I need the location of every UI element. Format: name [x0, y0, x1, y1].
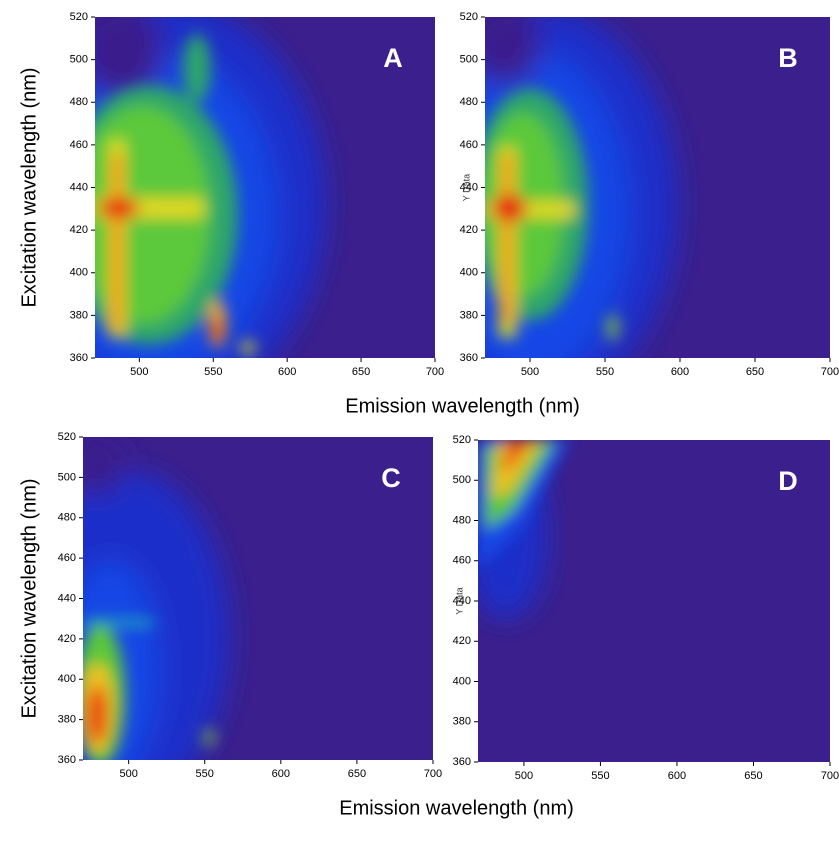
y-tick-label: 400 [453, 675, 471, 687]
y-tick-label: 480 [70, 96, 88, 108]
y-tick-label: 420 [70, 224, 88, 236]
heatmap [95, 17, 435, 358]
x-tick-label: 550 [596, 366, 614, 378]
y-tick-label: 360 [58, 754, 76, 766]
x-tick-label: 650 [352, 366, 370, 378]
x-tick-label: 700 [426, 366, 444, 378]
y-tick-label: 460 [58, 552, 76, 564]
y-tick-label: 380 [460, 309, 478, 321]
panel-label: A [383, 43, 403, 73]
x-axis-label: Emission wavelength (nm) [345, 395, 580, 417]
x-tick-label: 700 [821, 770, 839, 782]
y-axis-label: Y Data [461, 174, 471, 201]
x-tick-label: 700 [424, 768, 442, 780]
x-tick-label: 500 [515, 770, 533, 782]
y-tick-label: 520 [70, 11, 88, 23]
x-tick-label: 600 [272, 768, 290, 780]
y-tick-label: 420 [58, 633, 76, 645]
y-tick-label: 500 [460, 54, 478, 66]
y-tick-label: 460 [460, 139, 478, 151]
x-tick-label: 550 [196, 768, 214, 780]
y-tick-label: 380 [453, 716, 471, 728]
y-tick-label: 440 [453, 595, 471, 607]
panel-label: D [778, 466, 798, 496]
y-axis-label: Y Data [454, 587, 464, 614]
y-axis-label: Excitation wavelength (nm) [18, 67, 40, 307]
y-tick-label: 420 [453, 635, 471, 647]
y-tick-label: 440 [70, 181, 88, 193]
x-tick-label: 600 [671, 366, 689, 378]
y-tick-label: 520 [453, 434, 471, 446]
y-tick-label: 460 [70, 139, 88, 151]
y-tick-label: 440 [58, 592, 76, 604]
heatmap [485, 17, 830, 358]
x-tick-label: 550 [591, 770, 609, 782]
x-tick-label: 500 [119, 768, 137, 780]
y-tick-label: 360 [460, 352, 478, 364]
y-tick-label: 440 [460, 181, 478, 193]
y-tick-label: 380 [70, 309, 88, 321]
x-tick-label: 650 [744, 770, 762, 782]
y-tick-label: 360 [70, 352, 88, 364]
y-tick-label: 500 [58, 471, 76, 483]
y-tick-label: 520 [58, 431, 76, 443]
y-tick-label: 480 [460, 96, 478, 108]
x-tick-label: 550 [204, 366, 222, 378]
y-tick-label: 500 [70, 54, 88, 66]
y-tick-label: 360 [453, 756, 471, 768]
y-tick-label: 460 [453, 555, 471, 567]
x-tick-label: 500 [521, 366, 539, 378]
heatmap [83, 437, 433, 760]
y-tick-label: 400 [58, 673, 76, 685]
y-tick-label: 400 [460, 267, 478, 279]
panel-label: B [778, 43, 798, 73]
x-tick-label: 650 [348, 768, 366, 780]
y-tick-label: 400 [70, 267, 88, 279]
y-tick-label: 520 [460, 11, 478, 23]
x-tick-label: 700 [821, 366, 839, 378]
x-tick-label: 500 [130, 366, 148, 378]
y-tick-label: 420 [460, 224, 478, 236]
y-tick-label: 380 [58, 714, 76, 726]
y-tick-label: 480 [58, 512, 76, 524]
y-tick-label: 500 [453, 474, 471, 486]
y-tick-label: 480 [453, 514, 471, 526]
panel-label: C [381, 463, 401, 493]
x-axis-label: Emission wavelength (nm) [339, 797, 574, 819]
x-tick-label: 600 [668, 770, 686, 782]
y-axis-label: Excitation wavelength (nm) [18, 478, 40, 718]
x-tick-label: 650 [746, 366, 764, 378]
x-tick-label: 600 [278, 366, 296, 378]
heatmap [478, 440, 830, 762]
